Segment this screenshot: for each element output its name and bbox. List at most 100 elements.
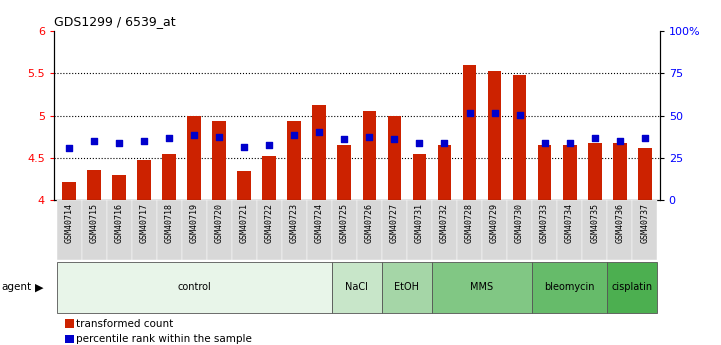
Point (639, 136, 650, 141)
Text: GSM40726: GSM40726 (365, 203, 374, 243)
Bar (207, 200, 231, 260)
Bar (307, 200, 332, 260)
Text: GSM40732: GSM40732 (440, 203, 449, 243)
Bar (231, 200, 257, 260)
Point (363, 134, 375, 139)
Bar (432, 200, 457, 260)
Bar (607, 200, 632, 260)
Point (339, 137, 350, 142)
Point (164, 136, 175, 141)
Bar (112, 175, 126, 200)
FancyBboxPatch shape (607, 262, 658, 313)
Point (113, 140, 125, 145)
Text: percentile rank within the sample: percentile rank within the sample (76, 334, 252, 344)
Text: GSM40735: GSM40735 (590, 203, 599, 243)
Bar (532, 200, 557, 260)
Bar (513, 75, 526, 200)
FancyBboxPatch shape (382, 262, 432, 313)
Point (89, 138, 100, 144)
Bar (588, 142, 601, 200)
Point (213, 134, 225, 139)
Text: GSM40727: GSM40727 (390, 203, 399, 243)
Bar (137, 160, 151, 200)
Bar (407, 200, 432, 260)
Bar (162, 154, 176, 200)
Text: EtOH: EtOH (394, 282, 420, 292)
Bar (187, 116, 201, 200)
Bar (487, 71, 501, 200)
Text: GSM40736: GSM40736 (615, 203, 624, 243)
Text: GSM40721: GSM40721 (240, 203, 249, 243)
Bar (237, 170, 251, 200)
Text: GSM40733: GSM40733 (540, 203, 549, 243)
Bar (257, 200, 282, 260)
Bar (357, 200, 382, 260)
Point (239, 144, 250, 150)
Text: GSM40728: GSM40728 (465, 203, 474, 243)
Text: GSM40737: GSM40737 (640, 203, 649, 243)
Text: GSM40723: GSM40723 (290, 203, 298, 243)
Text: GSM40729: GSM40729 (490, 203, 499, 243)
Point (564, 140, 575, 145)
Point (314, 130, 325, 135)
Point (63, 145, 75, 150)
Bar (412, 154, 426, 200)
Bar (582, 200, 607, 260)
Text: MMS: MMS (471, 282, 494, 292)
FancyBboxPatch shape (432, 262, 532, 313)
Bar (388, 116, 402, 200)
Text: control: control (177, 282, 211, 292)
Point (138, 138, 150, 144)
Text: GSM40731: GSM40731 (415, 203, 424, 243)
Text: GSM40730: GSM40730 (515, 203, 524, 243)
Point (589, 136, 601, 141)
Text: transformed count: transformed count (76, 319, 174, 328)
Bar (81, 200, 107, 260)
Text: GSM40725: GSM40725 (340, 203, 349, 243)
Text: GSM40717: GSM40717 (140, 203, 149, 243)
Text: GSM40724: GSM40724 (315, 203, 324, 243)
FancyBboxPatch shape (332, 262, 382, 313)
Bar (507, 200, 532, 260)
Point (414, 140, 425, 145)
Bar (332, 200, 357, 260)
Bar (457, 200, 482, 260)
Point (389, 137, 400, 142)
Bar (337, 145, 351, 200)
Bar (638, 148, 652, 200)
Bar (562, 145, 577, 200)
Text: bleomycin: bleomycin (544, 282, 595, 292)
Text: GSM40719: GSM40719 (190, 203, 199, 243)
Bar (62, 181, 76, 200)
Bar (213, 121, 226, 200)
Bar (56, 200, 81, 260)
Text: GSM40716: GSM40716 (115, 203, 123, 243)
FancyBboxPatch shape (56, 262, 332, 313)
Text: ▶: ▶ (35, 282, 43, 292)
Text: cisplatin: cisplatin (611, 282, 653, 292)
Text: NaCl: NaCl (345, 282, 368, 292)
Bar (107, 200, 132, 260)
Point (264, 142, 275, 148)
Point (288, 132, 300, 138)
Bar (632, 200, 658, 260)
Bar (382, 200, 407, 260)
Bar (282, 200, 307, 260)
Text: agent: agent (1, 282, 32, 292)
Text: GDS1299 / 6539_at: GDS1299 / 6539_at (54, 16, 176, 29)
Bar (538, 145, 552, 200)
FancyBboxPatch shape (532, 262, 607, 313)
Point (539, 140, 550, 145)
Bar (613, 144, 627, 200)
Bar (463, 65, 477, 200)
Point (188, 132, 200, 138)
Bar (182, 200, 207, 260)
Point (438, 140, 450, 145)
Bar (312, 106, 326, 200)
Text: GSM40734: GSM40734 (565, 203, 574, 243)
Bar (438, 145, 451, 200)
Bar (557, 200, 582, 260)
Text: GSM40720: GSM40720 (215, 203, 224, 243)
Point (489, 110, 500, 116)
Point (514, 112, 526, 118)
